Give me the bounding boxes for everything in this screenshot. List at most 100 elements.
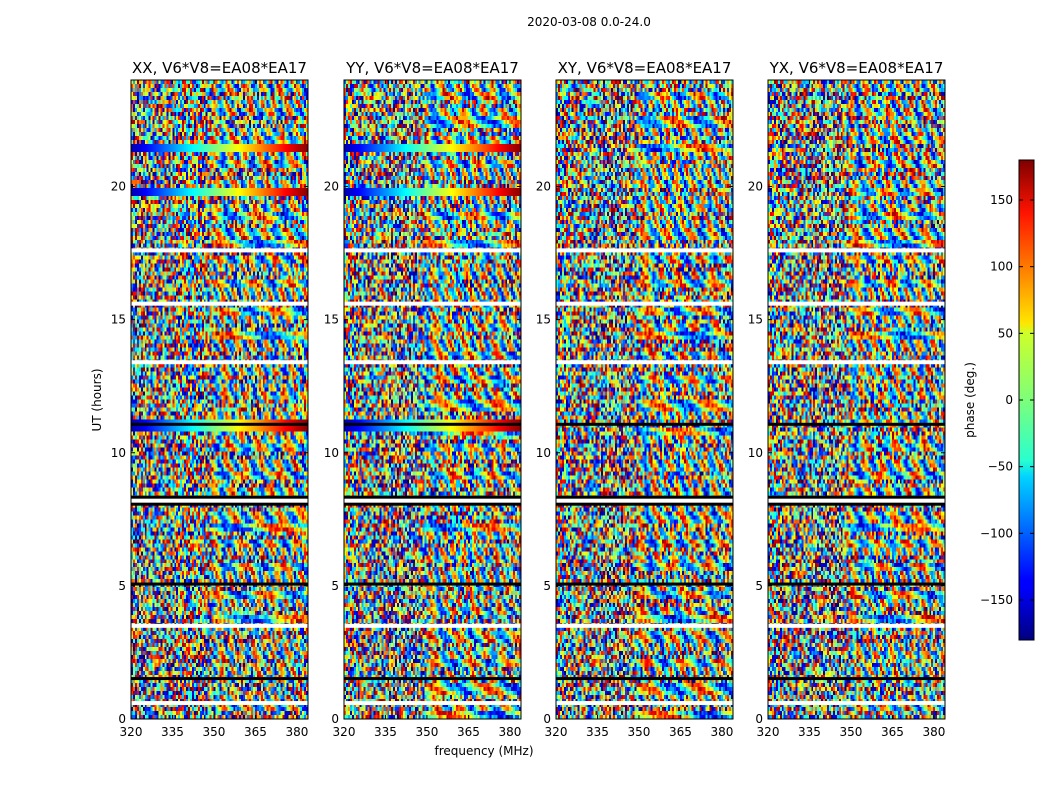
gap-band [344, 498, 521, 503]
x-tick-label: 320 [545, 725, 568, 739]
y-tick-label: 5 [331, 579, 339, 593]
y-tick-label: 0 [331, 712, 339, 726]
gap-band [768, 701, 945, 706]
x-tick-label: 365 [669, 725, 692, 739]
flagged-band [556, 582, 733, 586]
y-tick-label: 5 [755, 579, 763, 593]
x-tick-label: 365 [244, 725, 267, 739]
gap-band [556, 248, 733, 253]
colorbar-tick-label: 50 [998, 326, 1013, 340]
x-tick-label: 380 [498, 725, 521, 739]
panel-frame [343, 79, 522, 720]
x-tick-label: 335 [161, 725, 184, 739]
gap-band [344, 623, 521, 628]
flagged-band [768, 422, 945, 426]
flagged-band [344, 582, 521, 586]
gap-band [131, 701, 308, 706]
gap-band [131, 498, 308, 503]
y-tick-label: 0 [755, 712, 763, 726]
gap-band [344, 360, 521, 365]
y-axis-label: UT (hours) [90, 368, 104, 431]
gap-band [344, 701, 521, 706]
gap-band [131, 301, 308, 306]
gap-band [768, 623, 945, 628]
y-tick-label: 10 [324, 446, 339, 460]
gap-band [556, 623, 733, 628]
panel-frame [555, 79, 734, 720]
gap-band [768, 498, 945, 503]
y-tick-label: 10 [748, 446, 763, 460]
y-tick-label: 10 [111, 446, 126, 460]
x-tick-label: 365 [881, 725, 904, 739]
x-tick-label: 350 [416, 725, 439, 739]
y-tick-label: 15 [324, 313, 339, 327]
gap-band [131, 623, 308, 628]
x-tick-label: 320 [333, 725, 356, 739]
x-tick-label: 365 [457, 725, 480, 739]
colorbar-tick-label: −50 [988, 460, 1013, 474]
panels: XX, V6*V8=EA08*EA17 320 335 350 365 380 0 5 10 15… [111, 59, 946, 739]
flagged-band [344, 422, 521, 426]
flagged-band [131, 677, 308, 681]
gap-band [131, 360, 308, 365]
y-tick-label: 20 [748, 180, 763, 194]
y-tick-label: 0 [543, 712, 551, 726]
gap-band [131, 248, 308, 253]
y-tick-label: 15 [748, 313, 763, 327]
colorbar-label: phase (deg.) [963, 362, 977, 438]
x-tick-label: 380 [710, 725, 733, 739]
x-tick-label: 350 [203, 725, 226, 739]
panel-title: YX, V6*V8=EA08*EA17 [769, 59, 944, 77]
flagged-band [344, 677, 521, 681]
gap-band [768, 248, 945, 253]
colorbar-tick-label: −150 [980, 593, 1013, 607]
y-tick-label: 20 [536, 180, 551, 194]
gap-band [768, 301, 945, 306]
x-tick-label: 335 [374, 725, 397, 739]
colorbar-tick-label: 150 [990, 193, 1013, 207]
y-tick-label: 5 [543, 579, 551, 593]
flagged-band [556, 677, 733, 681]
y-tick-label: 0 [118, 712, 126, 726]
flagged-band [768, 582, 945, 586]
phase-heatmap-image [556, 80, 733, 719]
y-tick-label: 15 [536, 313, 551, 327]
flagged-band [131, 582, 308, 586]
gap-band [556, 301, 733, 306]
y-tick-label: 20 [111, 180, 126, 194]
gap-band [768, 360, 945, 365]
y-tick-label: 5 [118, 579, 126, 593]
panel-4: YX, V6*V8=EA08*EA17 320 335 350 365 380 0 5 10 15… [748, 59, 946, 739]
gap-band [556, 360, 733, 365]
flagged-band [768, 677, 945, 681]
flagged-band [131, 422, 308, 426]
x-tick-label: 380 [922, 725, 945, 739]
panel-frame [767, 79, 946, 720]
flagged-band [556, 422, 733, 426]
gap-band [344, 248, 521, 253]
panel-title: YY, V6*V8=EA08*EA17 [345, 59, 519, 77]
phase-heatmap-image [344, 80, 521, 719]
y-tick-label: 10 [536, 446, 551, 460]
panel-3: XY, V6*V8=EA08*EA17 320 335 350 365 380 0 5 10 15… [536, 59, 734, 739]
colorbar-ticks: −150 −100 −50 0 50 100 150 [980, 193, 1034, 607]
x-tick-label: 350 [628, 725, 651, 739]
panel-frame [130, 79, 309, 720]
x-tick-label: 320 [120, 725, 143, 739]
colorbar-tick-label: 0 [1005, 393, 1013, 407]
gap-band [556, 701, 733, 706]
x-tick-label: 380 [285, 725, 308, 739]
colorbar-tick-label: 100 [990, 260, 1013, 274]
x-axis-label: frequency (MHz) [434, 744, 533, 758]
x-tick-label: 335 [798, 725, 821, 739]
x-tick-label: 320 [757, 725, 780, 739]
figure-supertitle: 2020-03-08 0.0-24.0 [527, 15, 651, 29]
y-tick-label: 20 [324, 180, 339, 194]
panel-title: XY, V6*V8=EA08*EA17 [558, 59, 732, 77]
colorbar: −150 −100 −50 0 50 100 150 phase (deg.) [963, 159, 1035, 641]
colorbar-tick-label: −100 [980, 526, 1013, 540]
gap-band [556, 498, 733, 503]
x-tick-label: 350 [840, 725, 863, 739]
panel-1: XX, V6*V8=EA08*EA17 320 335 350 365 380 0 5 10 15… [111, 59, 309, 739]
